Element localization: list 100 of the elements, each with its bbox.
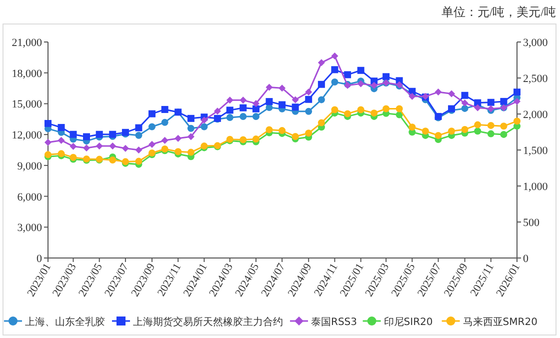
text: 单位：元/吨，美元/吨 [441,5,556,19]
point [187,114,194,122]
point [461,104,468,112]
y2-tick-label: 0 [523,253,529,265]
point [200,123,208,130]
point [135,146,142,154]
y2-tick-label: 2,000 [523,109,548,121]
point [252,105,260,112]
point [58,136,65,144]
point [305,108,312,115]
point [83,144,90,152]
point [135,124,142,132]
point [148,110,156,118]
y-tick-label: 21,000 [12,37,42,49]
point [382,105,390,112]
point [422,128,429,135]
point [331,52,338,60]
point [226,106,234,114]
point [44,120,52,127]
point [474,121,482,128]
point [370,110,378,117]
y2-tick-label: 500 [523,217,540,229]
point [305,96,312,103]
point [226,114,234,121]
point [240,104,247,112]
point [109,142,116,150]
point [240,96,247,104]
point [305,88,312,96]
point [109,156,116,164]
point [382,73,390,80]
point [487,98,494,106]
point [266,126,273,134]
y2-tick-label: 3,000 [523,37,548,49]
y-tick-label: 0 [36,253,42,265]
point [500,122,508,130]
point [331,78,338,86]
point [357,80,364,88]
point [70,142,77,150]
point [161,118,168,126]
point [474,128,482,135]
point [487,130,494,138]
point [408,92,416,100]
point [252,100,260,107]
point [461,92,468,99]
point [344,110,352,118]
point [408,124,416,131]
point [135,132,142,139]
legend-label: 印尼SIR20 [384,316,433,328]
point [226,96,234,104]
y2-tick-label: 1,000 [523,181,548,193]
point [370,82,378,89]
point [200,116,208,124]
point [500,98,508,105]
point [318,96,325,104]
legend-label: 泰国RSS3 [311,317,358,328]
point [70,130,77,138]
point [266,98,273,106]
point [331,106,338,114]
point [305,130,312,137]
point [448,128,456,135]
y-tick-label: 3,000 [17,222,42,234]
point [357,106,364,114]
point [396,105,403,112]
point [96,130,103,138]
point [122,144,129,152]
point [487,122,494,129]
point [187,148,194,156]
point [474,104,482,112]
point [44,138,52,146]
point [344,71,352,78]
point [214,108,221,115]
y2-tick-label: 2,500 [523,73,548,85]
point [292,96,299,104]
point [58,124,65,131]
point [174,134,182,142]
point [278,101,286,108]
legend-label: 上海期货交易所天然橡胶主力合约 [133,316,283,328]
point [318,59,325,66]
point [461,126,468,133]
point [318,119,325,126]
point [161,136,168,144]
point [135,158,142,165]
point [278,127,286,134]
point [240,112,247,120]
point [292,104,299,111]
point [514,118,520,125]
point [434,132,442,139]
point [292,132,299,140]
y-tick-label: 9,000 [17,160,42,172]
point [96,142,103,150]
point [278,84,286,92]
point [187,124,194,132]
legend-label: 马来西亚SMR20 [462,316,538,328]
point [514,98,520,105]
point [252,136,260,143]
y-tick-label: 15,000 [12,98,42,111]
point [252,112,260,120]
y-tick-label: 6,000 [17,191,42,204]
point [148,140,156,148]
point [83,133,90,140]
